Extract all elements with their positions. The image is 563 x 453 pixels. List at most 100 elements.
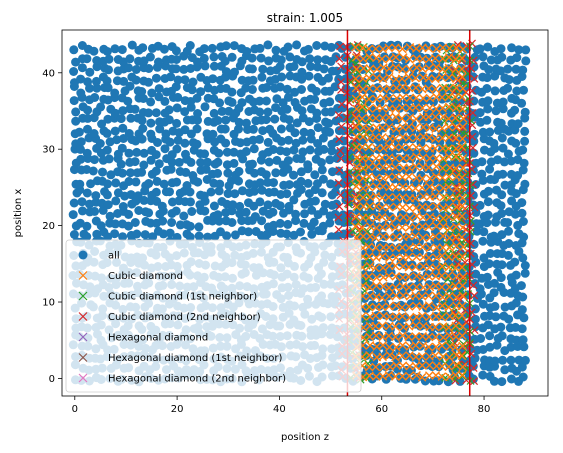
point-cubic-diamond	[364, 73, 374, 83]
point-all	[188, 77, 198, 87]
point-cubic-diamond	[351, 122, 361, 132]
point-all	[124, 221, 133, 231]
point-cubic-diamond	[371, 44, 381, 54]
point-cubic-diamond	[444, 271, 453, 281]
point-cubic-diamond	[437, 341, 447, 350]
point-all	[82, 148, 92, 158]
point-all	[165, 228, 175, 238]
point-cubic-diamond	[357, 114, 367, 123]
point-cubic-diamond	[378, 74, 388, 84]
point-cubic-diamond	[404, 232, 414, 241]
point-all	[88, 166, 98, 176]
point-cubic-1st-neighbor	[440, 130, 449, 139]
point-cubic-diamond	[391, 232, 401, 242]
point-all	[104, 154, 114, 164]
point-cubic-diamond	[444, 133, 454, 142]
point-cubic-diamond	[378, 263, 388, 273]
point-all	[511, 64, 521, 74]
point-cubic-diamond	[351, 83, 361, 93]
point-all	[102, 128, 112, 138]
point-cubic-diamond	[384, 72, 394, 82]
point-all	[209, 61, 219, 71]
point-cubic-2nd-neighbor	[337, 78, 346, 86]
point-cubic-diamond	[377, 153, 387, 162]
point-cubic-1st-neighbor	[450, 129, 459, 138]
point-all	[255, 197, 265, 207]
y-tick-label: 40	[42, 68, 55, 79]
point-all	[174, 157, 184, 167]
point-all	[468, 72, 478, 82]
point-all	[443, 377, 453, 387]
point-cubic-diamond	[437, 301, 447, 311]
point-cubic-2nd-neighbor	[336, 146, 345, 155]
point-all	[484, 259, 494, 269]
point-cubic-diamond	[398, 93, 408, 102]
point-cubic-diamond	[411, 162, 420, 171]
point-cubic-diamond	[397, 103, 407, 112]
point-all	[330, 187, 340, 197]
point-all	[116, 159, 126, 169]
point-all	[271, 168, 281, 178]
point-all	[255, 43, 265, 53]
point-cubic-diamond	[432, 162, 441, 171]
point-cubic-diamond	[378, 340, 388, 350]
point-cubic-diamond	[458, 341, 467, 351]
point-cubic-2nd-neighbor	[337, 62, 346, 71]
point-all	[154, 159, 164, 169]
point-cubic-diamond	[451, 252, 461, 261]
point-cubic-diamond	[404, 83, 414, 93]
point-cubic-diamond	[358, 193, 368, 202]
point-all	[193, 57, 202, 67]
point-cubic-diamond	[451, 360, 461, 370]
point-cubic-diamond	[452, 184, 461, 193]
point-cubic-diamond	[431, 291, 441, 301]
point-cubic-2nd-neighbor	[335, 135, 344, 143]
point-all	[518, 165, 528, 175]
point-cubic-diamond	[371, 132, 380, 142]
point-all	[427, 344, 437, 354]
point-cubic-diamond	[444, 302, 453, 312]
point-all	[517, 305, 527, 315]
point-all	[482, 73, 492, 83]
point-all	[97, 119, 107, 129]
point-cubic-diamond	[352, 162, 362, 171]
point-all	[192, 93, 202, 103]
point-cubic-diamond	[384, 43, 394, 53]
point-all	[78, 206, 87, 216]
point-cubic-diamond	[457, 92, 467, 102]
legend-entries: all Cubic diamond Cubic diamond (1st neigh…	[78, 250, 286, 385]
point-cubic-diamond	[458, 362, 468, 372]
point-cubic-diamond	[418, 273, 427, 282]
point-all	[154, 84, 164, 94]
point-all	[110, 108, 120, 118]
point-all	[485, 249, 495, 258]
point-cubic-diamond	[431, 134, 440, 144]
point-cubic-diamond	[364, 162, 374, 172]
point-all	[291, 138, 301, 148]
point-all	[519, 158, 529, 168]
point-all	[511, 270, 521, 280]
point-all	[103, 114, 113, 124]
plot-frame	[61, 29, 549, 397]
point-all	[313, 55, 323, 65]
point-all	[299, 218, 309, 228]
point-all	[152, 176, 162, 186]
point-all	[234, 176, 243, 186]
point-cubic-diamond	[425, 360, 434, 370]
point-all	[227, 52, 237, 62]
point-cubic-diamond	[365, 261, 375, 271]
point-cubic-diamond	[451, 311, 460, 320]
point-cubic-diamond	[371, 321, 380, 331]
point-cubic-diamond	[438, 231, 448, 241]
point-cubic-diamond	[458, 322, 467, 331]
point-all	[429, 209, 439, 219]
point-cubic-diamond	[398, 193, 408, 202]
point-all	[296, 227, 305, 237]
point-all	[207, 43, 217, 53]
point-all	[213, 210, 223, 220]
point-all	[171, 46, 181, 56]
point-all	[139, 195, 149, 205]
point-all	[492, 340, 502, 350]
point-all	[98, 167, 107, 177]
point-all	[497, 260, 507, 270]
